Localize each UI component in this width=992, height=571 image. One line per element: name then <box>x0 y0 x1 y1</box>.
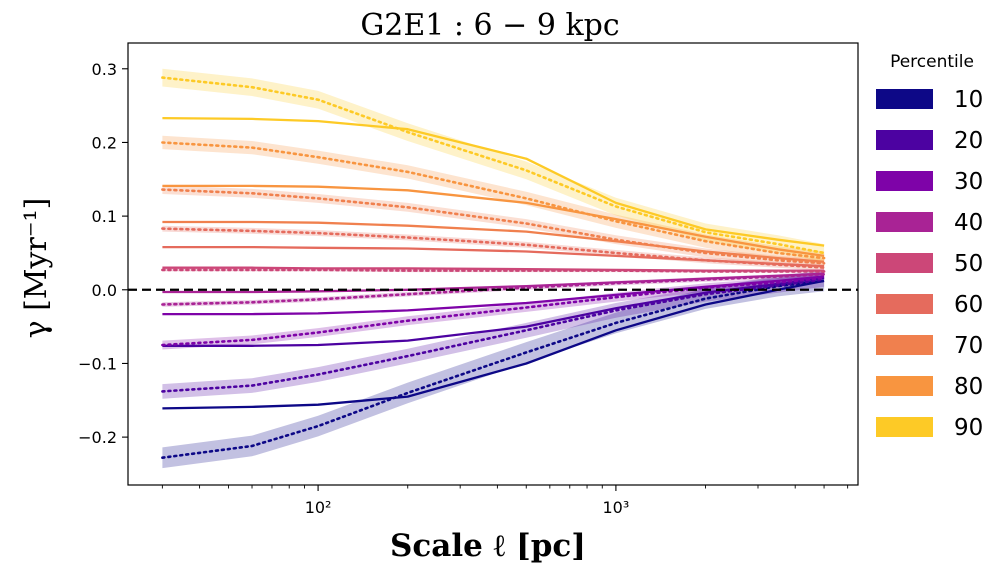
legend-swatch-30 <box>876 171 933 191</box>
legend: Percentile 10 20 30 40 50 60 70 80 90 <box>876 52 983 441</box>
legend-swatch-20 <box>876 130 933 150</box>
series-10-dotted-line <box>161 279 826 459</box>
y-tick-label: 0.1 <box>92 207 117 226</box>
chart-title: G2E1 : 6 − 9 kpc <box>360 8 619 43</box>
y-axis-label: γ [Myr⁻¹] <box>19 198 54 339</box>
x-tick-label: 10³ <box>603 498 630 517</box>
plot-frame <box>127 42 859 486</box>
series-10-solid-line <box>162 279 825 410</box>
series-80-solid-line <box>162 184 825 258</box>
series-30-dotted-line <box>161 276 826 347</box>
series-70-dotted-line <box>161 188 826 265</box>
series-90-dotted-line <box>161 76 826 255</box>
series-80-band <box>162 135 825 265</box>
y-tick-label: 0.3 <box>92 60 117 79</box>
series-20-solid-line <box>162 276 825 347</box>
legend-label-10: 10 <box>954 87 983 113</box>
legend-swatch-90 <box>876 417 933 437</box>
legend-label-90: 90 <box>954 415 983 441</box>
legend-label-80: 80 <box>954 374 983 400</box>
series-90-solid-line <box>162 116 825 247</box>
legend-swatch-40 <box>876 212 933 232</box>
series-40-solid-line <box>162 272 825 294</box>
legend-label-70: 70 <box>954 333 983 359</box>
series-50-solid-line <box>162 266 825 272</box>
legend-label-20: 20 <box>954 128 983 154</box>
legend-swatch-80 <box>876 376 933 396</box>
y-tick-label: −0.2 <box>78 428 117 447</box>
legend-label-60: 60 <box>954 292 983 318</box>
series-60-solid-line <box>162 245 825 268</box>
legend-swatch-70 <box>876 335 933 355</box>
y-tick-label: −0.1 <box>78 354 117 373</box>
series-60-band <box>162 225 825 271</box>
x-axis-label: Scale ℓ [pc] <box>390 528 586 564</box>
legend-label-40: 40 <box>954 210 983 236</box>
series-10-band <box>162 270 825 469</box>
series-70-solid-line <box>162 220 825 263</box>
y-tick-label: 0.2 <box>92 133 117 152</box>
plot-area <box>128 68 858 469</box>
legend-label-50: 50 <box>954 251 983 277</box>
x-tick-label: 10² <box>305 498 332 517</box>
legend-swatch-50 <box>876 253 933 273</box>
legend-swatch-10 <box>876 89 933 109</box>
series-80-dotted-line <box>161 141 826 260</box>
y-tick-label: 0.0 <box>92 281 117 300</box>
series-90-band <box>162 68 825 262</box>
series-20-dotted-line <box>161 278 826 393</box>
axes: 0.3 0.2 0.1 0.0 −0.1 −0.2 10² 10³ <box>78 42 859 517</box>
legend-label-30: 30 <box>954 169 983 195</box>
legend-title: Percentile <box>890 52 974 72</box>
legend-swatch-60 <box>876 294 933 314</box>
